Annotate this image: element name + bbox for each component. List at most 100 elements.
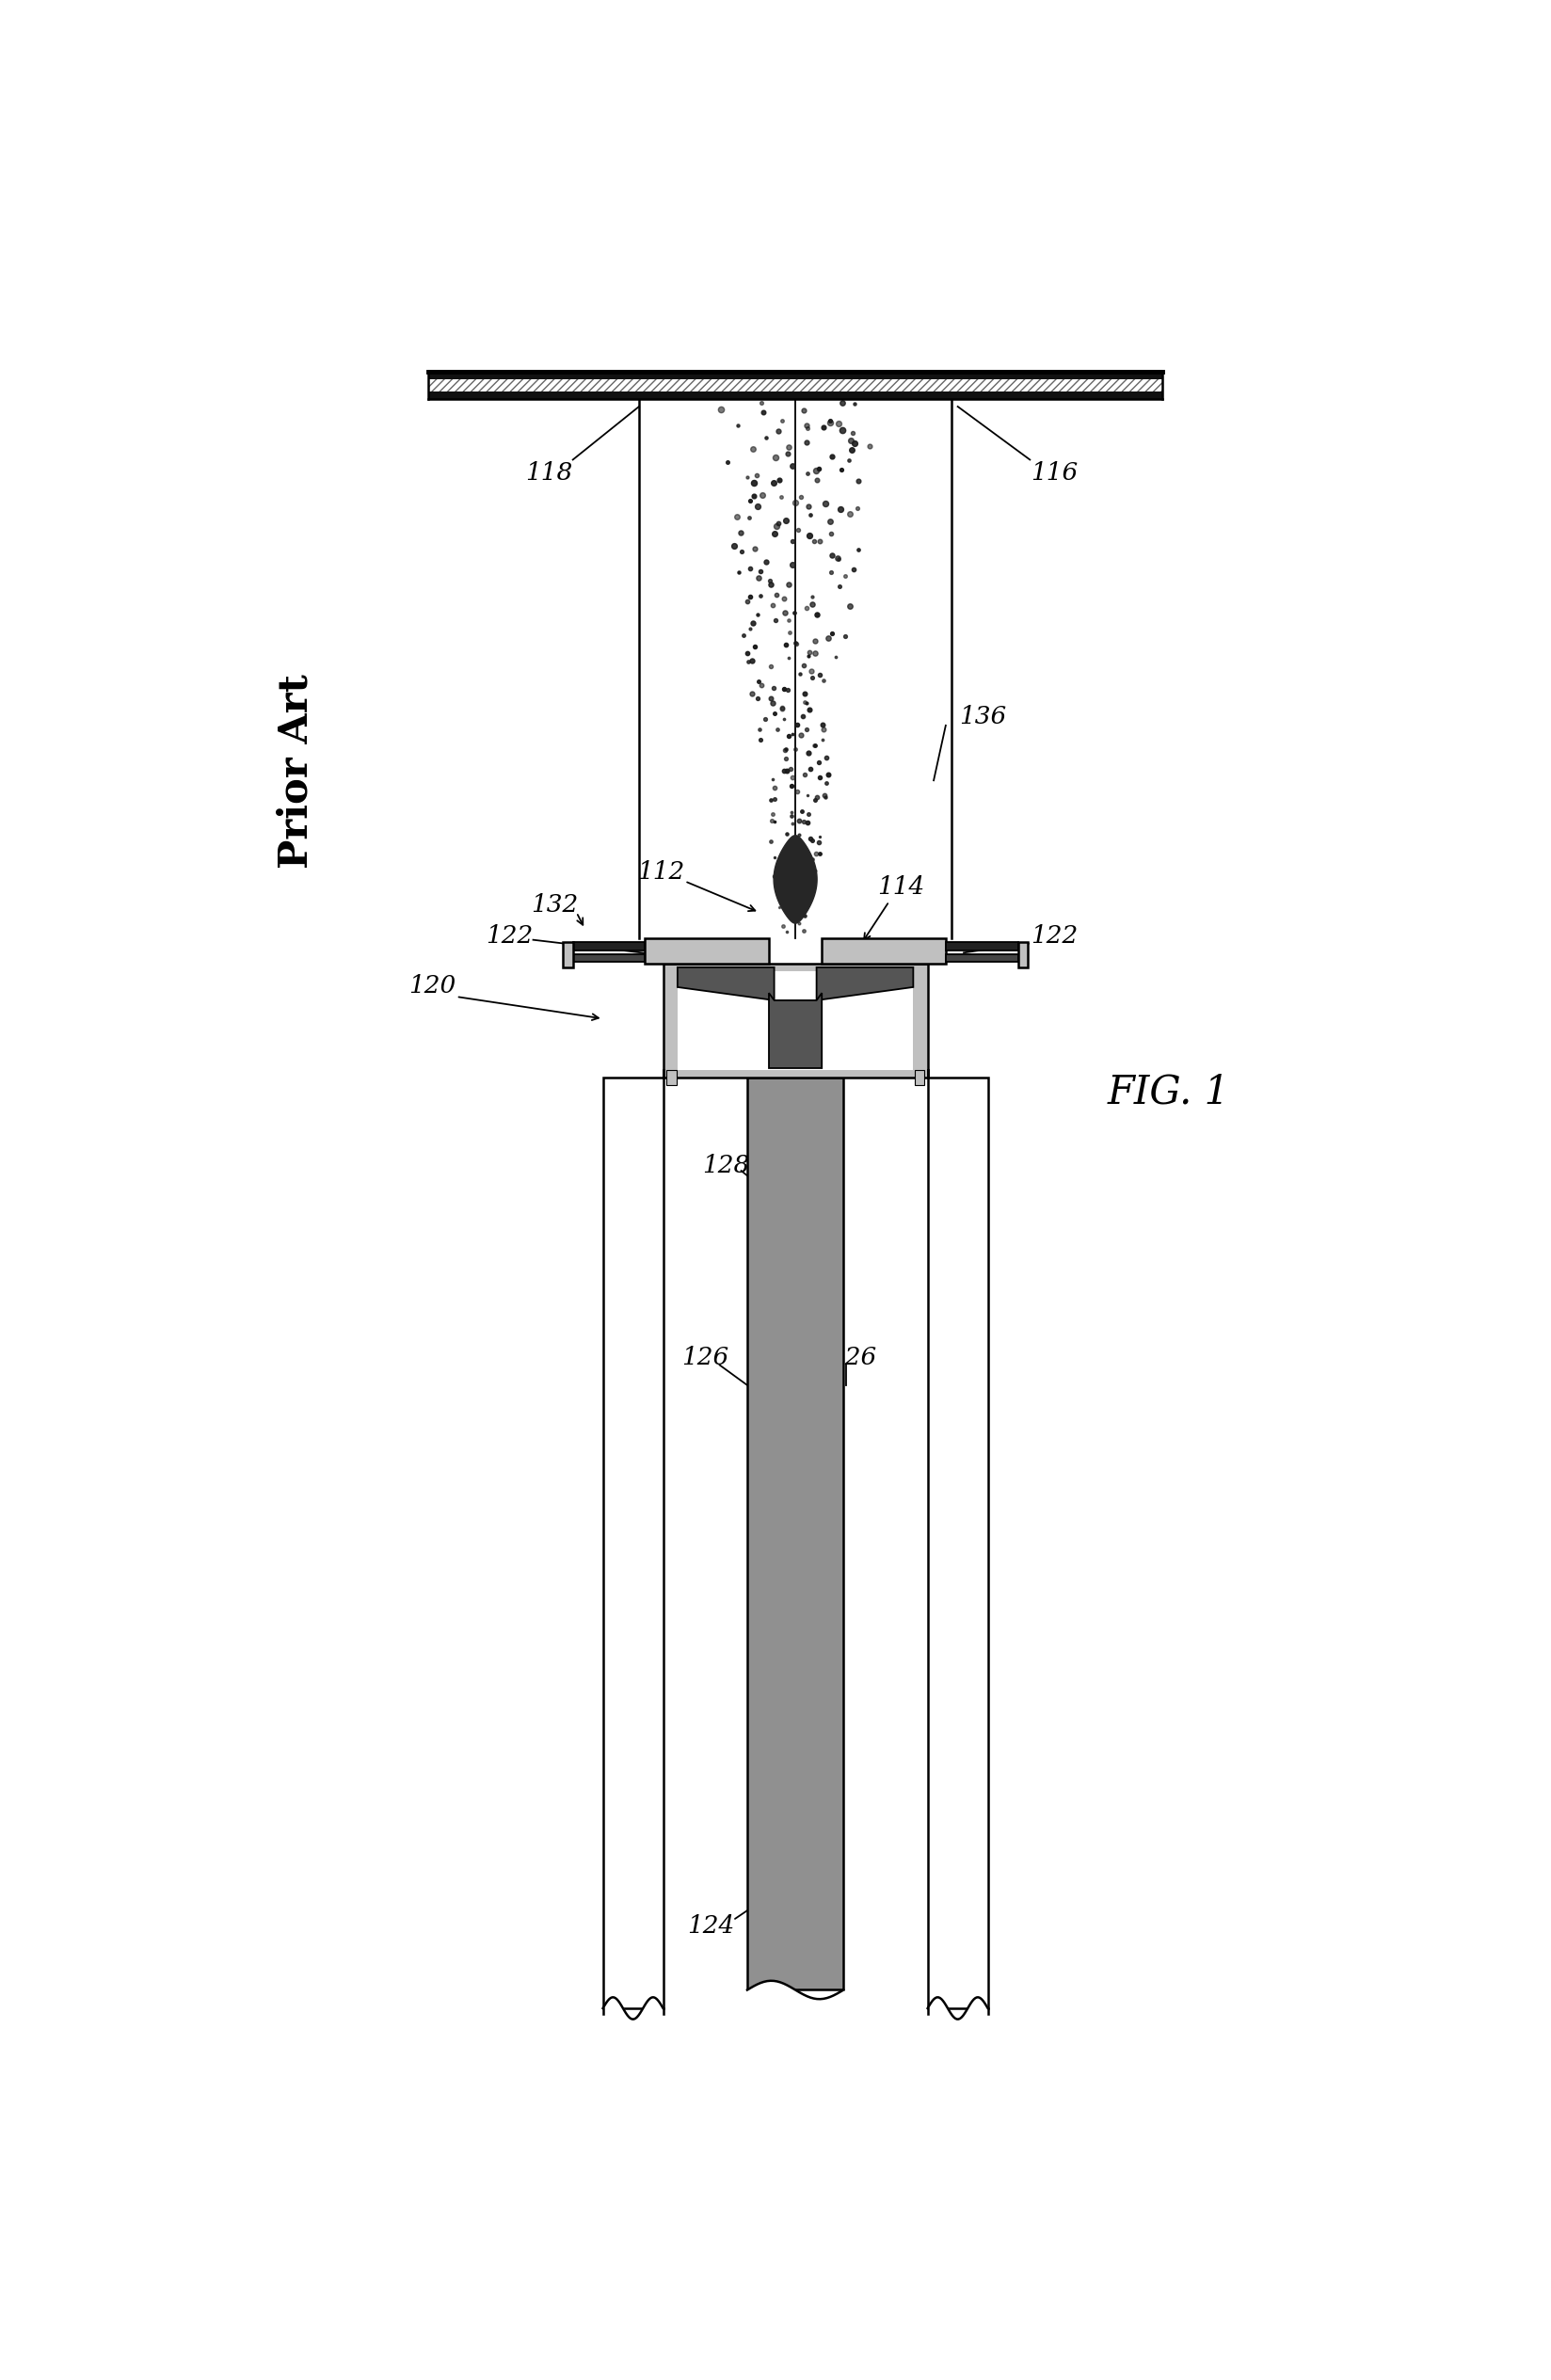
Text: 128: 128 [701,1154,749,1178]
Point [776,716,800,754]
Point [807,759,831,797]
Point [776,428,800,466]
Point [768,871,793,909]
Point [780,447,805,486]
Point [769,402,794,440]
Point [822,638,847,676]
Point [802,835,827,873]
Point [794,804,819,843]
Point [788,864,813,902]
Bar [667,1071,676,1085]
Point [762,857,786,895]
Point [819,438,844,476]
Point [817,402,842,440]
Point [836,588,861,626]
Point [734,457,758,495]
Point [715,443,740,481]
Point [796,638,820,676]
Point [744,595,769,633]
Point [796,690,820,728]
Point [796,488,820,526]
Point [758,564,783,602]
Point [727,514,752,552]
Point [786,904,811,942]
Text: 126: 126 [681,1347,729,1368]
Point [783,895,808,933]
Point [836,495,861,533]
Point [772,731,797,769]
Text: 116: 116 [1030,462,1076,483]
Text: 124: 124 [687,1914,734,1937]
Point [744,488,769,526]
Point [807,521,831,559]
Point [735,643,760,681]
Point [816,757,841,795]
Point [774,626,799,664]
Point [813,738,838,776]
Point [776,600,800,638]
Point [797,847,822,885]
Text: FIG. 1: FIG. 1 [1106,1071,1228,1111]
Point [707,390,732,428]
Point [757,562,782,600]
Point [772,502,797,540]
Point [763,600,788,638]
Text: 112: 112 [636,859,684,883]
Point [856,428,881,466]
Point [793,407,817,445]
Point [794,424,819,462]
Bar [572,954,645,962]
Point [842,424,867,462]
Point [785,871,810,909]
Point [772,731,797,769]
Point [758,802,783,840]
Point [769,690,794,728]
Point [786,802,811,840]
Point [772,859,797,897]
Point [828,450,853,488]
Point [827,405,851,443]
Point [762,781,786,819]
Point [772,595,797,633]
Point [771,876,796,914]
Bar [927,1078,988,2009]
Point [744,678,769,716]
Point [734,633,758,671]
Point [811,662,836,700]
Point [735,583,760,621]
Point [786,816,811,854]
Point [797,819,822,857]
Point [797,854,822,892]
Point [737,481,762,519]
Point [807,450,831,488]
Point [731,616,755,654]
Point [802,781,827,819]
Point [793,897,817,935]
Point [738,578,763,616]
Point [836,440,861,478]
Point [785,774,810,812]
Point [771,700,796,738]
Point [758,781,783,819]
Point [774,752,799,790]
Point [783,624,808,662]
Point [765,507,789,545]
Point [841,414,865,452]
Point [783,900,808,938]
Point [724,497,749,536]
Point [793,683,817,721]
Point [794,776,819,814]
Point [791,390,816,428]
Point [772,840,797,878]
Point [803,462,828,500]
Point [776,850,800,888]
Point [841,550,865,588]
Point [762,514,786,552]
Point [793,674,817,712]
Point [788,478,813,516]
Point [737,500,762,538]
Point [780,759,805,797]
Point [760,464,785,502]
Point [762,769,786,807]
Point [748,552,772,590]
